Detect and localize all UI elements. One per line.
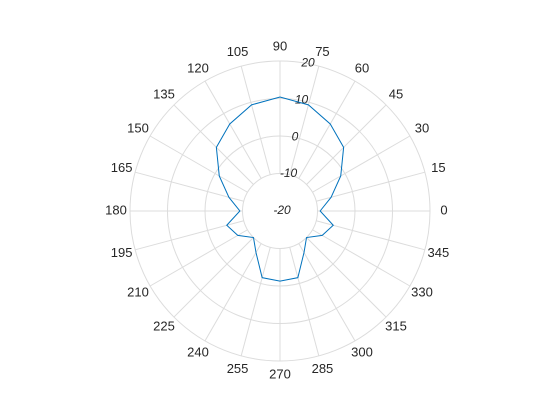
theta-tick-label: 75 — [315, 44, 329, 59]
theta-tick-label: 270 — [269, 366, 291, 381]
theta-tick-label: 240 — [187, 344, 209, 359]
theta-tick-label: 120 — [187, 60, 209, 75]
grid-spoke — [306, 237, 387, 318]
theta-tick-label: 195 — [111, 245, 133, 260]
grid-spoke — [134, 171, 244, 202]
theta-tick-label: 90 — [273, 38, 287, 53]
grid-spoke — [312, 135, 411, 193]
theta-tick-label: 225 — [153, 318, 175, 333]
theta-tick-label: 0 — [440, 202, 447, 217]
grid-spoke — [316, 171, 426, 202]
grid-spoke — [204, 80, 262, 179]
theta-tick-label: 165 — [111, 160, 133, 175]
grid-spoke — [306, 104, 387, 185]
grid-spoke — [204, 243, 262, 342]
theta-tick-label: 105 — [227, 44, 249, 59]
grid-spoke — [298, 243, 356, 342]
pattern-line — [215, 96, 345, 282]
grid-spoke — [173, 104, 254, 185]
grid-spoke — [149, 135, 248, 193]
theta-tick-label: 255 — [227, 361, 249, 376]
theta-tick-label: 45 — [389, 86, 403, 101]
r-tick-label: -20 — [273, 203, 291, 217]
grid-spoke — [289, 65, 320, 175]
grid-spoke — [289, 247, 320, 357]
grid-spoke — [173, 237, 254, 318]
theta-tick-label: 30 — [415, 120, 429, 135]
grid-spoke — [316, 220, 426, 251]
grid-spoke — [149, 229, 248, 287]
theta-tick-label: 300 — [351, 344, 373, 359]
theta-tick-label: 330 — [411, 284, 433, 299]
grid-spoke — [240, 247, 271, 357]
grid-spoke — [134, 220, 244, 251]
theta-tick-label: 150 — [127, 120, 149, 135]
theta-tick-label: 180 — [105, 202, 127, 217]
r-tick-label: 0 — [292, 129, 299, 143]
theta-tick-label: 315 — [385, 318, 407, 333]
theta-tick-label: 135 — [153, 86, 175, 101]
grid-spoke — [298, 80, 356, 179]
r-tick-label: 20 — [300, 55, 315, 69]
r-tick-label: -10 — [280, 166, 298, 180]
grid-spoke — [312, 229, 411, 287]
theta-tick-label: 285 — [312, 361, 334, 376]
r-tick-label: 10 — [295, 92, 309, 106]
theta-tick-label: 210 — [127, 284, 149, 299]
theta-tick-label: 60 — [355, 60, 369, 75]
theta-tick-label: 15 — [431, 160, 445, 175]
theta-tick-label: 345 — [428, 245, 450, 260]
grid-spoke — [240, 65, 271, 175]
